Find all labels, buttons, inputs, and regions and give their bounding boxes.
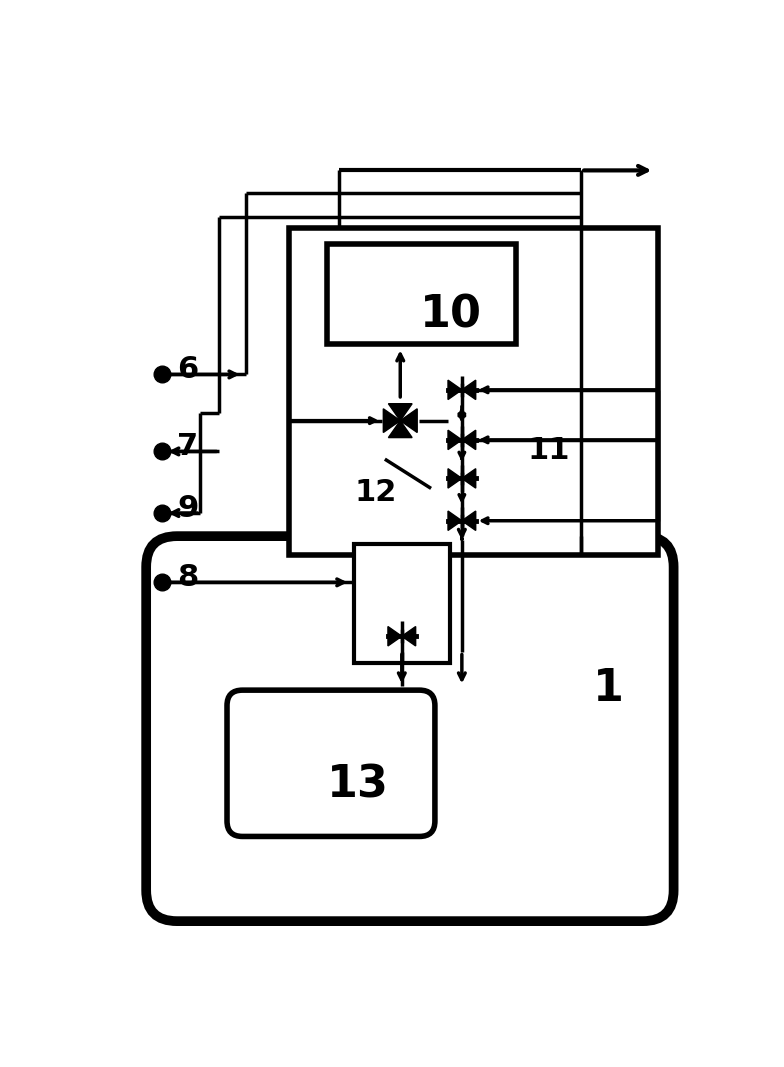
Text: 7: 7 (177, 432, 198, 461)
Polygon shape (448, 511, 462, 530)
Polygon shape (462, 511, 476, 530)
Text: 10: 10 (419, 293, 481, 336)
Polygon shape (401, 626, 416, 646)
Polygon shape (448, 468, 462, 488)
Polygon shape (462, 380, 476, 399)
Polygon shape (462, 430, 476, 449)
Text: 13: 13 (327, 763, 389, 807)
Polygon shape (388, 403, 412, 420)
Polygon shape (388, 420, 412, 437)
FancyBboxPatch shape (227, 690, 435, 837)
Bar (354, 544, 450, 664)
Polygon shape (388, 626, 401, 646)
Polygon shape (448, 380, 462, 399)
Bar (327, 243, 516, 344)
Text: 12: 12 (354, 478, 397, 508)
Text: 9: 9 (177, 494, 198, 523)
Polygon shape (383, 409, 401, 432)
Text: 1: 1 (593, 667, 624, 710)
Polygon shape (448, 430, 462, 449)
Text: 8: 8 (177, 563, 198, 592)
Text: 11: 11 (528, 436, 570, 465)
Polygon shape (401, 409, 417, 432)
Polygon shape (462, 468, 476, 488)
Bar (289, 228, 659, 556)
Text: 6: 6 (177, 355, 198, 384)
FancyBboxPatch shape (146, 536, 673, 921)
